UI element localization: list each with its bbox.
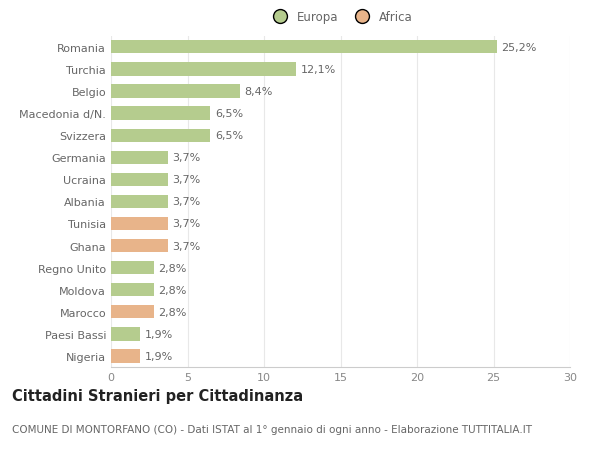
Text: 25,2%: 25,2%: [501, 43, 536, 53]
Text: 2,8%: 2,8%: [158, 263, 187, 273]
Text: 1,9%: 1,9%: [145, 351, 173, 361]
Bar: [111, 306, 154, 319]
Bar: [111, 63, 296, 76]
Bar: [111, 85, 239, 98]
Bar: [111, 240, 167, 252]
Bar: [111, 174, 167, 186]
Text: 3,7%: 3,7%: [172, 197, 200, 207]
Bar: [111, 284, 154, 297]
Bar: [111, 350, 140, 363]
Bar: [111, 262, 154, 274]
Bar: [111, 196, 167, 208]
Text: 12,1%: 12,1%: [301, 65, 336, 75]
Bar: [111, 328, 140, 341]
Text: 3,7%: 3,7%: [172, 175, 200, 185]
Legend: Europa, Africa: Europa, Africa: [264, 6, 417, 28]
Text: 3,7%: 3,7%: [172, 219, 200, 229]
Bar: [111, 107, 211, 120]
Bar: [111, 129, 211, 142]
Text: COMUNE DI MONTORFANO (CO) - Dati ISTAT al 1° gennaio di ogni anno - Elaborazione: COMUNE DI MONTORFANO (CO) - Dati ISTAT a…: [12, 425, 532, 435]
Text: 3,7%: 3,7%: [172, 153, 200, 163]
Text: 2,8%: 2,8%: [158, 307, 187, 317]
Text: Cittadini Stranieri per Cittadinanza: Cittadini Stranieri per Cittadinanza: [12, 388, 303, 403]
Text: 8,4%: 8,4%: [244, 87, 272, 97]
Text: 2,8%: 2,8%: [158, 285, 187, 295]
Text: 6,5%: 6,5%: [215, 109, 243, 119]
Text: 3,7%: 3,7%: [172, 241, 200, 251]
Text: 6,5%: 6,5%: [215, 131, 243, 141]
Text: 1,9%: 1,9%: [145, 329, 173, 339]
Bar: [111, 218, 167, 230]
Bar: [111, 41, 497, 54]
Bar: [111, 151, 167, 164]
